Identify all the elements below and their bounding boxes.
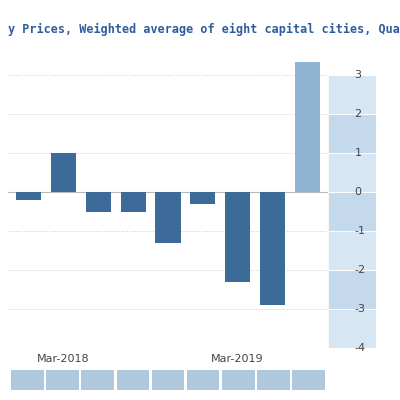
Text: 3: 3 — [354, 70, 362, 80]
Text: 1: 1 — [354, 148, 362, 158]
Bar — [260, 192, 285, 305]
Bar — [156, 192, 180, 243]
Bar — [51, 153, 76, 192]
Bar — [16, 192, 41, 200]
Bar — [292, 370, 325, 390]
Bar — [222, 370, 254, 390]
Bar — [328, 309, 376, 348]
Bar — [11, 370, 44, 390]
Text: y Prices, Weighted average of eight capital cities, Quarterly: y Prices, Weighted average of eight capi… — [8, 23, 400, 36]
Bar — [328, 192, 376, 231]
Bar — [46, 370, 79, 390]
Bar — [328, 270, 376, 309]
Text: -3: -3 — [354, 304, 366, 314]
Bar — [328, 231, 376, 270]
Text: -4: -4 — [354, 343, 366, 353]
Bar — [86, 192, 111, 212]
Text: -1: -1 — [354, 226, 366, 236]
Bar — [121, 192, 146, 212]
Bar — [190, 192, 215, 204]
Text: 2: 2 — [354, 109, 362, 119]
Bar — [328, 75, 376, 114]
Text: 0: 0 — [354, 187, 362, 197]
Bar — [225, 192, 250, 282]
Bar — [82, 370, 114, 390]
Bar — [295, 62, 320, 192]
Bar — [152, 370, 184, 390]
Bar — [328, 114, 376, 153]
Bar — [328, 153, 376, 192]
Bar — [187, 370, 220, 390]
Bar — [257, 370, 290, 390]
Text: -2: -2 — [354, 265, 366, 275]
Bar — [116, 370, 149, 390]
